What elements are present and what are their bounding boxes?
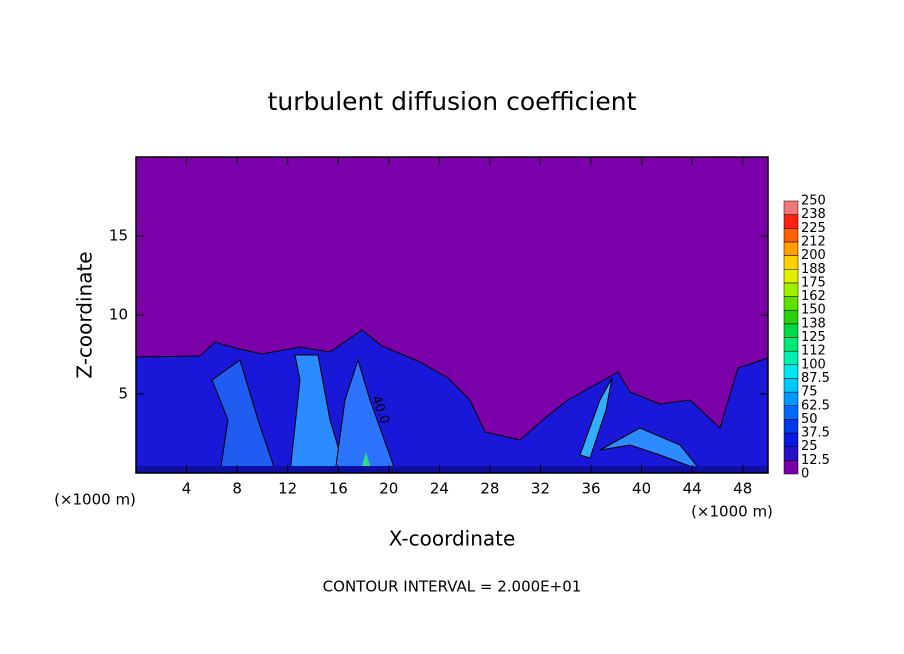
x-tick-label: 16 (329, 480, 348, 498)
colorbar-band (783, 323, 799, 338)
colorbar-label: 125 (801, 330, 826, 345)
x-tick-label: 12 (278, 480, 297, 498)
colorbar-band (783, 296, 799, 311)
colorbar-label: 37.5 (801, 426, 830, 441)
y-tick-label: 5 (118, 385, 128, 403)
colorbar-label: 250 (801, 194, 826, 209)
x-tick-label: 20 (379, 480, 398, 498)
colorbar-label: 175 (801, 275, 826, 290)
x-tick-label: 44 (683, 480, 702, 498)
colorbar-label: 238 (801, 207, 826, 222)
colorbar-band (783, 282, 799, 297)
colorbar-label: 225 (801, 221, 826, 236)
colorbar-band (783, 391, 799, 407)
x-tick-label: 36 (581, 480, 600, 498)
colorbar-band (783, 228, 799, 243)
colorbar-band (783, 419, 799, 434)
y-tick-label: 15 (109, 227, 128, 245)
colorbar-label: 188 (801, 262, 826, 277)
colorbar-band (783, 255, 799, 270)
colorbar-label: 50 (801, 412, 818, 427)
x-tick-label: 40 (632, 480, 651, 498)
colorbar-label: 200 (801, 248, 826, 263)
y-tick-label: 10 (109, 306, 128, 324)
colorbar-band (783, 337, 799, 352)
colorbar-band (783, 200, 799, 215)
colorbar-label: 75 (801, 385, 818, 400)
x-tick-label: 4 (182, 480, 192, 498)
colorbar-band (783, 364, 799, 379)
x-axis-label: X-coordinate (389, 527, 516, 551)
colorbar-label: 12.5 (801, 453, 830, 468)
colorbar-label: 162 (801, 289, 826, 304)
colorbar-label: 212 (801, 234, 826, 249)
colorbar-band (783, 241, 799, 256)
x-tick-label: 8 (232, 480, 242, 498)
colorbar-band (783, 309, 799, 325)
colorbar-label: 87.5 (801, 371, 830, 386)
x-tick-label: 32 (531, 480, 550, 498)
colorbar-band (783, 460, 799, 475)
x-tick-label: 48 (733, 480, 752, 498)
colorbar-label: 112 (801, 344, 826, 359)
colorbar-label: 138 (801, 316, 826, 331)
field: 40.0 (135, 157, 769, 474)
colorbar-band (783, 446, 799, 461)
field-region (579, 377, 613, 459)
y-axis-label: Z-coordinate (73, 251, 97, 378)
colorbar-label: 25 (801, 439, 818, 454)
colorbar-band (783, 432, 799, 447)
y-unit: (×1000 m) (691, 503, 773, 521)
colorbar-band (783, 405, 799, 420)
x-tick-label: 28 (480, 480, 499, 498)
colorbar-label: 62.5 (801, 398, 830, 413)
x-tick-label: 24 (430, 480, 449, 498)
field-region (136, 466, 768, 473)
footer: CONTOUR INTERVAL = 2.000E+01 (323, 578, 582, 596)
colorbar-label: 0 (801, 467, 809, 482)
x-unit: (×1000 m) (54, 491, 136, 509)
colorbar-band (783, 350, 799, 366)
colorbar-label: 100 (801, 357, 826, 372)
chart-title: turbulent diffusion coefficient (268, 87, 637, 116)
colorbar-band (783, 378, 799, 393)
colorbar-label: 150 (801, 303, 826, 318)
colorbar-band (783, 214, 799, 229)
colorbar-band (783, 269, 799, 284)
